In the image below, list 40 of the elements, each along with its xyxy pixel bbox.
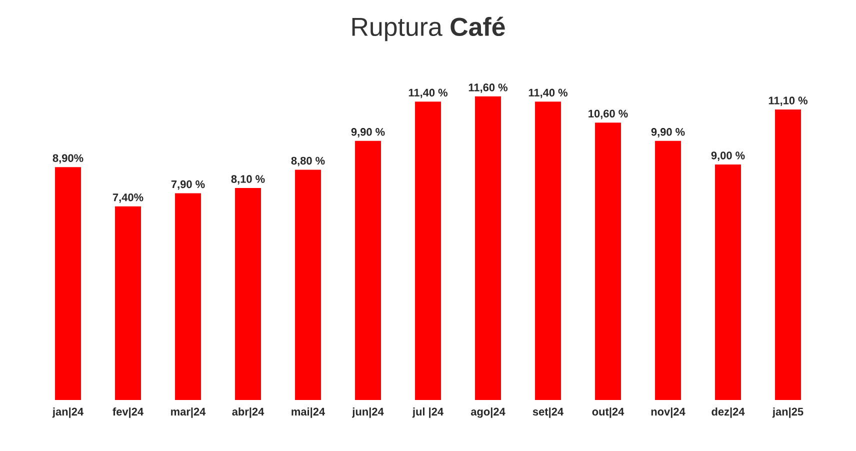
bar [295,170,322,400]
x-tick-label: set|24 [532,408,564,418]
data-label: 11,60 % [468,84,508,93]
bar [115,206,142,400]
x-tick-label: jan|25 [772,408,804,418]
data-label: 11,40 % [408,88,448,98]
data-label: 11,40 % [528,88,568,98]
x-tick-label: out|24 [592,408,624,418]
x-tick-label: dez|24 [712,408,745,418]
data-label: 8,80 % [291,156,325,166]
x-tick-label: jul |24 [412,408,444,418]
x-tick-label: abr|24 [232,408,264,418]
data-label: 8,10 % [231,175,265,184]
data-label: 7,40% [112,193,144,203]
bar [715,164,742,400]
x-tick-label: mar|24 [171,408,206,418]
data-label: 7,90 % [171,180,205,190]
x-tick-label: jan|24 [52,408,84,418]
data-label: 8,90% [52,154,84,164]
bar [595,122,622,400]
data-label: 10,60 % [588,110,628,120]
bar [355,140,382,400]
data-label: 9,00 % [711,152,745,161]
bar [475,96,502,400]
chart-title: Ruptura Café [352,16,505,42]
x-tick-label: mai|24 [292,408,326,418]
x-tick-label: nov|24 [651,408,686,418]
x-tick-label: jun|24 [352,408,384,418]
data-label: 11,10 % [768,96,808,106]
x-tick-label: ago|24 [470,408,506,418]
bar [235,188,262,400]
data-label: 9,90 % [651,128,685,138]
bar [655,140,682,400]
bar [775,110,802,400]
bar [415,102,442,400]
data-label: 9,90 % [351,128,385,138]
bar [175,193,202,400]
bar [55,167,82,400]
bar [535,102,562,400]
x-tick-label: fev|24 [112,408,144,418]
